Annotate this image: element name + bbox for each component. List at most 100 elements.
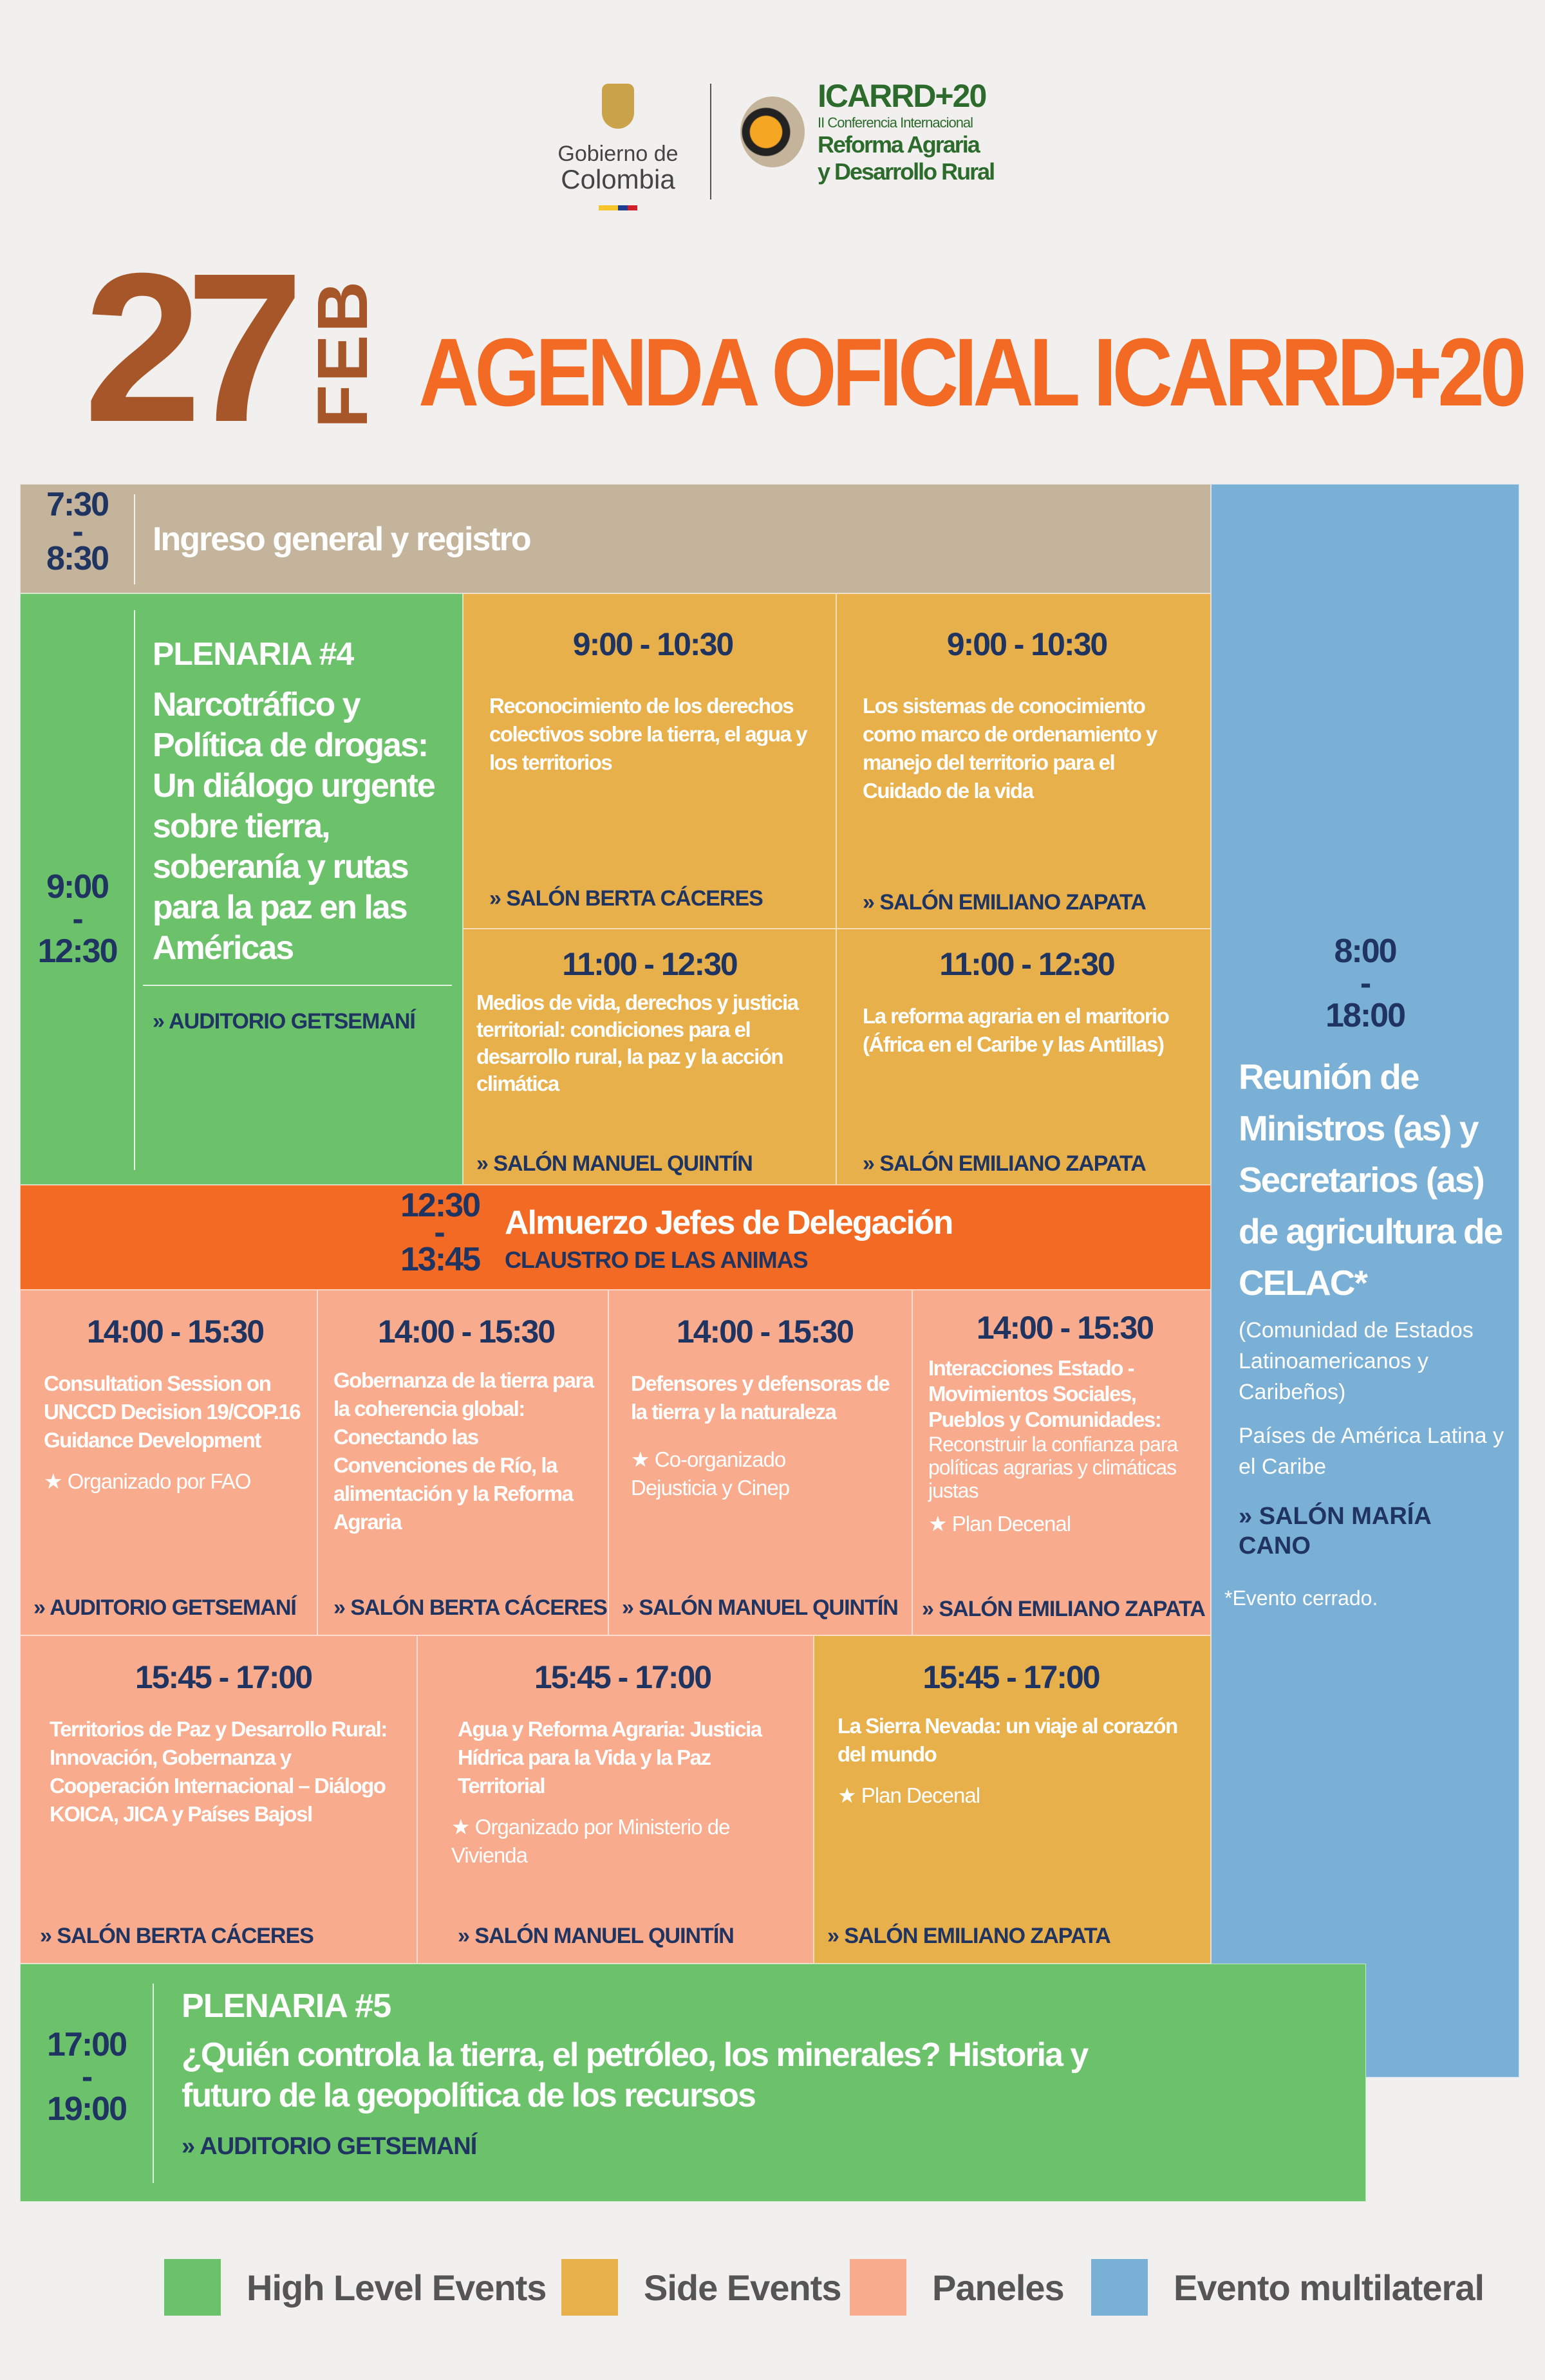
arrows: » xyxy=(622,1595,634,1620)
plenaria5-title: ¿Quién controla la tierra, el petróleo, … xyxy=(182,2036,1089,2114)
side-morning-2-room: SALÓN MANUEL QUINTÍN xyxy=(493,1151,753,1176)
plenaria5-start: 17:00 xyxy=(47,2026,127,2063)
panel: 15:45 - 17:00 Agua y Reforma Agraria: Ju… xyxy=(417,1635,814,1964)
bee-icon xyxy=(740,97,805,167)
side-morning-0-time: 9:00 - 10:30 xyxy=(572,626,734,662)
star-icon: ★ xyxy=(44,1469,63,1493)
panels-1400-3-time: 14:00 - 15:30 xyxy=(976,1310,1154,1346)
date-month: FEB xyxy=(303,279,382,428)
legend-2: Paneles xyxy=(932,2267,1065,2308)
ministers-regions: Países de América Latina y el Caribe xyxy=(1239,1424,1504,1479)
lunch-row: 12:30-13:45 Almuerzo Jefes de Delegación… xyxy=(20,1185,1211,1290)
panel: 14:00 - 15:30 Interacciones Estado - Mov… xyxy=(912,1290,1211,1635)
side-morning-1-title: Los sistemas de conocimiento como marco … xyxy=(863,694,1157,803)
legend-3: Evento multilateral xyxy=(1174,2267,1484,2308)
panels-1400-1-time: 14:00 - 15:30 xyxy=(377,1314,556,1350)
panels-1545-2-title: La Sierra Nevada: un viaje al corazón de… xyxy=(838,1714,1178,1766)
panel: 14:00 - 15:30 Defensores y defensoras de… xyxy=(608,1290,912,1635)
ministers-footnote: *Evento cerrado. xyxy=(1224,1586,1378,1610)
plenaria5-label: PLENARIA #5 xyxy=(182,1987,391,2025)
panels-1400-0-note: Organizado por FAO xyxy=(67,1469,252,1493)
panels-1400-3-subtitle: Reconstruir la confianza para políticas … xyxy=(928,1433,1178,1502)
plenaria-5: 17:00-19:00 PLENARIA #5 ¿Quién controla … xyxy=(20,1964,1366,2202)
header-gov-logo-line2: Colombia xyxy=(561,164,675,194)
dash: - xyxy=(1360,965,1371,1002)
registration-start: 7:30 xyxy=(46,486,109,523)
legend-item-side: Side Events xyxy=(561,2259,841,2316)
panels-1545-0-room: SALÓN BERTA CÁCERES xyxy=(57,1924,314,1948)
page-title: AGENDA OFICIAL ICARRD+20 xyxy=(418,318,1527,426)
plenaria4-end: 12:30 xyxy=(37,933,118,970)
header-gov-logo-line1: Gobierno de xyxy=(557,142,679,166)
logo-divider xyxy=(710,84,711,200)
arrows: » xyxy=(33,1595,46,1620)
lunch-start: 12:30 xyxy=(400,1187,481,1224)
arrows: » xyxy=(827,1924,839,1948)
arrows: » xyxy=(458,1924,470,1948)
side-event: 9:00 - 10:30 Los sistemas de conocimient… xyxy=(836,593,1211,929)
arrows: » xyxy=(863,1151,875,1176)
lunch-end: 13:45 xyxy=(400,1241,481,1278)
panel: 15:45 - 17:00 Territorios de Paz y Desar… xyxy=(20,1635,417,1964)
star-icon: ★ xyxy=(928,1512,948,1536)
arrows: » xyxy=(40,1924,52,1948)
header-event-logo-line2: y Desarrollo Rural xyxy=(818,158,995,185)
arrows: » xyxy=(333,1595,346,1620)
side-event: 15:45 - 17:00 La Sierra Nevada: un viaje… xyxy=(814,1635,1211,1964)
plenaria4-start: 9:00 xyxy=(46,868,109,906)
star-icon: ★ xyxy=(631,1447,650,1471)
panels-1400-2-time: 14:00 - 15:30 xyxy=(676,1314,854,1350)
registration-end: 8:30 xyxy=(46,540,109,577)
side-morning-3-time: 11:00 - 12:30 xyxy=(939,946,1115,982)
dash: - xyxy=(72,900,83,938)
panels-1400-3-title: Interacciones Estado - Movimientos Socia… xyxy=(928,1356,1162,1431)
side-morning-3-room: SALÓN EMILIANO ZAPATA xyxy=(879,1151,1146,1176)
panels-1545-2-time: 15:45 - 17:00 xyxy=(922,1659,1100,1695)
arrows: » xyxy=(182,2133,195,2160)
side-morning-2-title: Medios de vida, derechos y justicia terr… xyxy=(476,990,799,1095)
ministers-subtitle: (Comunidad de Estados Latinoamericanos y… xyxy=(1239,1318,1474,1404)
panels-1400-1-room: SALÓN BERTA CÁCERES xyxy=(350,1595,607,1620)
plenaria5-room: AUDITORIO GETSEMANÍ xyxy=(200,2133,477,2160)
dash: - xyxy=(72,513,83,550)
side-morning-0-title: Reconocimiento de los derechos colectivo… xyxy=(489,694,807,774)
panels-1545-2-note: Plan Decenal xyxy=(861,1783,980,1807)
panels-1545-1-time: 15:45 - 17:00 xyxy=(534,1659,712,1695)
header-event-logo-line1: Reforma Agraria xyxy=(818,131,980,158)
room-label: » AUDITORIO GETSEMANÍ xyxy=(143,1009,452,1034)
registration-title: Ingreso general y registro xyxy=(153,521,532,558)
panel: 14:00 - 15:30 Consultation Session on UN… xyxy=(20,1290,317,1635)
registration-row: 7:30-8:30 Ingreso general y registro xyxy=(20,484,1211,593)
coat-of-arms-icon xyxy=(602,84,634,129)
panels-1400-2-note: Co-organizado Dejusticia y Cinep xyxy=(631,1447,790,1500)
panels-1400-2-title: Defensores y defensoras de la tierra y l… xyxy=(631,1371,890,1424)
ministers-end: 18:00 xyxy=(1325,997,1406,1034)
panels-1400-0-room: AUDITORIO GETSEMANÍ xyxy=(50,1595,297,1620)
panels-1400-2-room: SALÓN MANUEL QUINTÍN xyxy=(639,1595,898,1620)
panels-1545-1-title: Agua y Reforma Agraria: Justicia Hídrica… xyxy=(458,1717,762,1798)
side-event: 9:00 - 10:30 Reconocimiento de los derec… xyxy=(463,593,836,929)
panels-1400-0-title: Consultation Session on UNCCD Decision 1… xyxy=(44,1371,301,1452)
legend-item-paneles: Paneles xyxy=(850,2259,1065,2316)
panels-1400-3-note: Plan Decenal xyxy=(951,1512,1071,1536)
arrows: » xyxy=(476,1151,489,1176)
room-label: » SALÓN MARÍA CANO xyxy=(1239,1501,1506,1561)
star-icon: ★ xyxy=(838,1783,857,1807)
lunch-title: Almuerzo Jefes de Delegación xyxy=(505,1204,953,1241)
header-event-logo-sub: II Conferencia Internacional xyxy=(818,115,973,131)
panels-1400-0-time: 14:00 - 15:30 xyxy=(86,1314,265,1350)
plenaria4-label: PLENARIA #4 xyxy=(153,636,354,672)
ministers-room: SALÓN MARÍA CANO xyxy=(1239,1503,1431,1559)
side-event: 11:00 - 12:30 Medios de vida, derechos y… xyxy=(463,929,836,1185)
arrows: » xyxy=(863,890,875,915)
ministers-start: 8:00 xyxy=(1334,933,1397,970)
panels-1545-1-note: Organizado por Ministerio de Vivienda xyxy=(451,1815,730,1867)
side-morning-3-title: La reforma agraria en el maritorio (Áfri… xyxy=(863,1004,1170,1056)
header-event-logo-title: ICARRD+20 xyxy=(818,78,987,114)
dash: - xyxy=(81,2058,93,2096)
arrows: » xyxy=(153,1009,165,1034)
panels-1545-1-room: SALÓN MANUEL QUINTÍN xyxy=(474,1924,734,1948)
plenaria5-end: 19:00 xyxy=(47,2090,127,2128)
date-day: 27 xyxy=(84,228,304,466)
side-morning-0-room: SALÓN BERTA CÁCERES xyxy=(506,886,763,911)
